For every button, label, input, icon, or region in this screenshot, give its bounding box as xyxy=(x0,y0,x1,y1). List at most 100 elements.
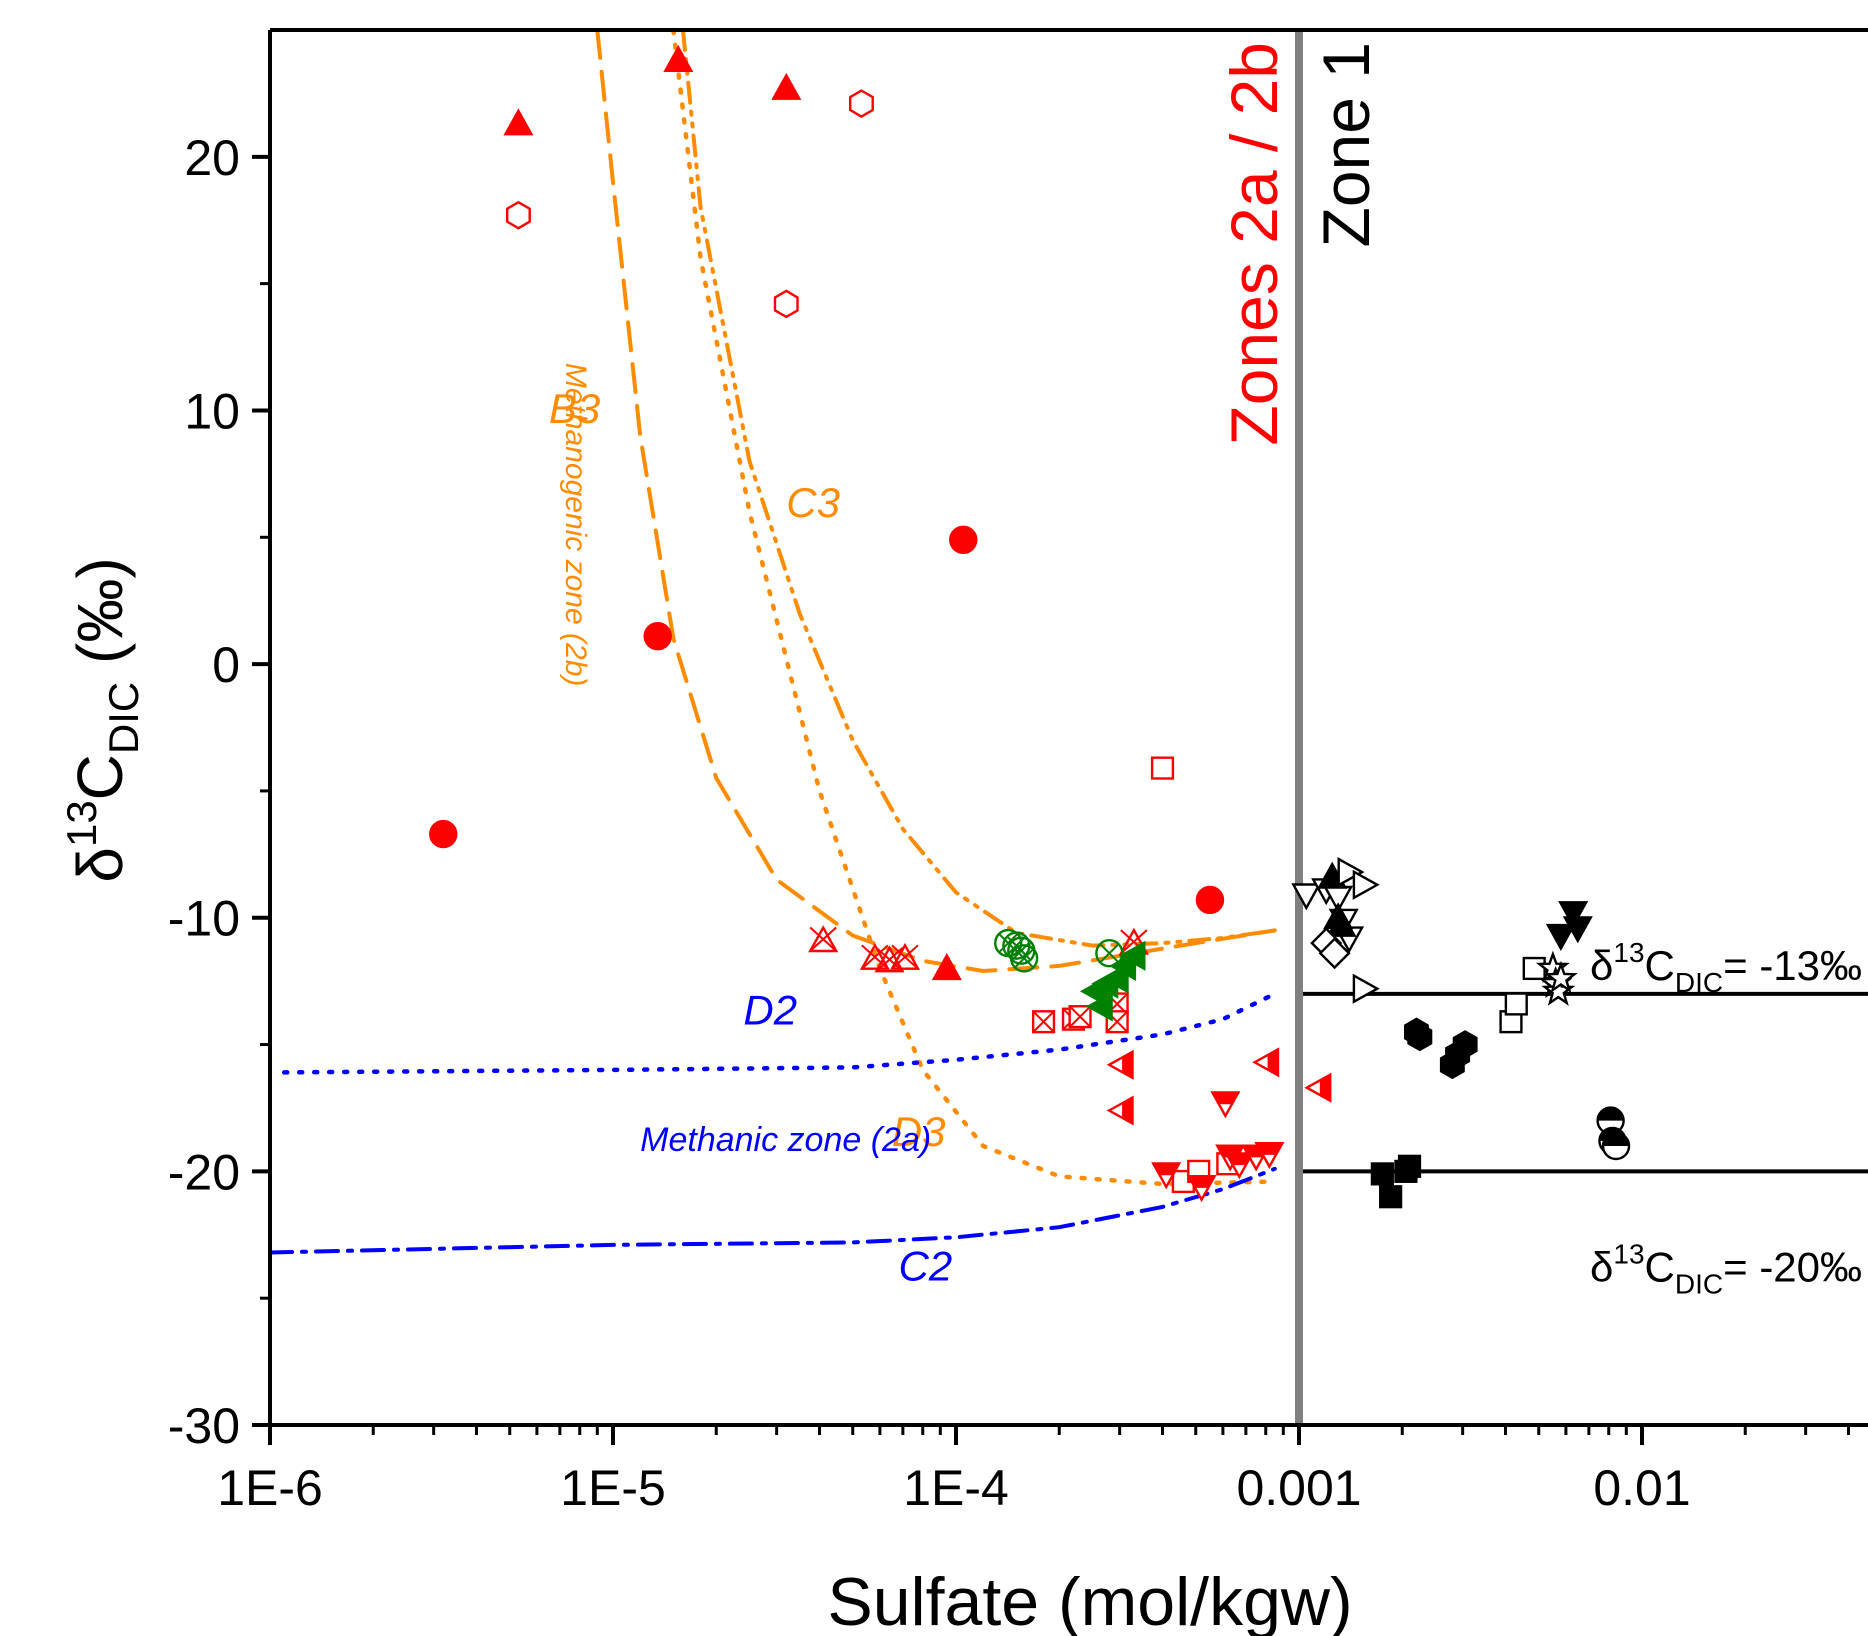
marker-shape xyxy=(1407,1022,1433,1052)
curve-D3 xyxy=(671,27,1278,1187)
marker-fill xyxy=(1603,1133,1630,1146)
marker-shape xyxy=(663,44,694,73)
data-point-square-cross-5-0 xyxy=(1031,1010,1056,1034)
marker-fill xyxy=(1122,1097,1133,1124)
data-point-triangle-left-9-1 xyxy=(1085,991,1113,1022)
zone-label-1: Zone 1 xyxy=(1309,42,1383,247)
data-markers xyxy=(429,44,1631,1209)
marker-fill xyxy=(1122,1051,1133,1078)
marker-fill xyxy=(1212,1092,1239,1105)
marker-fill xyxy=(1226,1153,1253,1166)
marker-cross xyxy=(861,944,889,970)
ref-main: C xyxy=(1645,942,1675,989)
marker-shape xyxy=(1195,885,1225,915)
marker-shape xyxy=(1352,869,1380,900)
marker-fill xyxy=(1267,1049,1278,1076)
x-tick-label-2: 1E-4 xyxy=(903,1460,1009,1516)
curve-annotation-0: B3 xyxy=(549,385,600,432)
marker-shape xyxy=(1118,940,1146,971)
data-point-square-16-2 xyxy=(1522,956,1546,981)
marker-cross xyxy=(1032,1010,1055,1033)
data-point-triangle-down-half-7-2 xyxy=(1210,1091,1241,1119)
data-point-hexagon-2-0 xyxy=(506,200,531,230)
marker-shape xyxy=(931,953,962,981)
data-point-triangle-down-18-2 xyxy=(1562,916,1593,944)
marker-shape xyxy=(1379,1185,1403,1209)
marker-shape xyxy=(1545,923,1576,951)
marker-shape xyxy=(849,89,874,118)
data-point-circle-half-19-0 xyxy=(1596,1106,1625,1135)
data-point-triangle-up-1-1 xyxy=(663,44,694,73)
y-title-unit: (‰) xyxy=(64,557,136,681)
marker-shape xyxy=(1370,1162,1394,1186)
ref-sup: 13 xyxy=(1613,1238,1644,1269)
marker-cross xyxy=(1106,1010,1129,1033)
reference-layer xyxy=(1295,30,1868,1425)
y-tick-label-5: -30 xyxy=(168,1398,240,1454)
ref-main: C xyxy=(1645,1243,1675,1290)
marker-cross xyxy=(809,926,837,952)
marker-shape xyxy=(1397,1154,1422,1178)
marker-cross xyxy=(1014,948,1034,969)
x-tick-label-3: 0.001 xyxy=(1236,1460,1361,1516)
marker-shape xyxy=(1291,883,1322,911)
marker-shape xyxy=(429,819,458,849)
data-point-triangle-up-1-0 xyxy=(503,108,534,136)
curve-annotation-2: D3 xyxy=(892,1108,946,1155)
zone-label-2a-2b: Zones 2a / 2b xyxy=(1217,42,1291,446)
x-axis-title: Sulfate (mol/kgw) xyxy=(827,1564,1352,1636)
ref-value: = -20‰ xyxy=(1723,1243,1862,1290)
y-axis-title: δ13CDIC (‰) xyxy=(58,557,147,882)
marker-shape xyxy=(1504,992,1528,1016)
marker-shape xyxy=(1562,916,1593,944)
marker-shape xyxy=(1337,857,1365,888)
data-point-square-15-0 xyxy=(1370,1162,1394,1186)
curve-annotation-4: C2 xyxy=(899,1242,953,1289)
data-point-square-16-1 xyxy=(1504,992,1528,1016)
data-point-hexagon-14-1 xyxy=(1407,1022,1433,1052)
marker-shape xyxy=(1326,909,1357,937)
data-point-triangle-left-half-6-0 xyxy=(1106,1049,1134,1080)
data-point-circle-0-2 xyxy=(949,525,978,555)
data-point-triangle-left-half-6-3 xyxy=(1304,1072,1332,1103)
data-point-star-17-3 xyxy=(1543,960,1578,994)
data-point-square-15-1 xyxy=(1379,1185,1403,1209)
data-point-square-cross-5-2 xyxy=(1068,1005,1092,1029)
data-point-triangle-down-10-0 xyxy=(1291,883,1322,911)
ref-sub: DIC xyxy=(1675,967,1723,998)
axes: 1E-6 1E-5 1E-4 0.001 0.01 20 10 0 -10 -20 -30 xyxy=(168,28,1868,1516)
data-point-hexagon-2-2 xyxy=(849,89,874,118)
x-tick-label-4: 0.01 xyxy=(1593,1460,1690,1516)
marker-shape xyxy=(771,72,802,100)
curve-C2 xyxy=(268,1166,1277,1255)
data-point-triangle-right-13-2 xyxy=(1352,973,1380,1004)
data-point-triangle-down-half-7-1 xyxy=(1186,1174,1217,1203)
y-tick-label-0: 20 xyxy=(184,130,240,186)
data-point-triangle-left-9-5 xyxy=(1118,940,1146,971)
data-point-circle-0-1 xyxy=(643,621,672,651)
marker-shape xyxy=(1558,901,1589,929)
data-point-triangle-down-half-7-6 xyxy=(1254,1141,1285,1170)
data-point-triangle-left-half-6-1 xyxy=(1106,1095,1134,1126)
reference-line-label-1: δ13CDIC= -20‰ xyxy=(1590,1238,1862,1299)
marker-shape xyxy=(1352,973,1380,1004)
data-point-triangle-cross-4-0 xyxy=(808,925,839,953)
y-title-sup: 13 xyxy=(58,800,105,847)
data-point-triangle-right-13-0 xyxy=(1337,857,1365,888)
data-point-triangle-up-1-3 xyxy=(931,953,962,981)
marker-shape xyxy=(1085,991,1113,1022)
reference-line-label-0: δ13CDIC= -13‰ xyxy=(1590,937,1862,998)
data-point-circle-0-3 xyxy=(1195,885,1225,915)
marker-shape xyxy=(1318,937,1351,970)
marker-cross xyxy=(1120,929,1148,955)
data-point-circle-0-0 xyxy=(429,819,458,849)
marker-fill xyxy=(1153,1163,1180,1176)
data-point-triangle-cross-4-3 xyxy=(889,942,921,970)
y-title-base: δ xyxy=(64,847,136,883)
marker-cross xyxy=(1068,1005,1092,1028)
data-point-circle-cross-8-4 xyxy=(1095,939,1124,968)
curve-D2 xyxy=(281,991,1278,1075)
data-point-triangle-right-13-1 xyxy=(1352,869,1380,900)
data-point-triangle-left-half-6-2 xyxy=(1252,1047,1280,1078)
